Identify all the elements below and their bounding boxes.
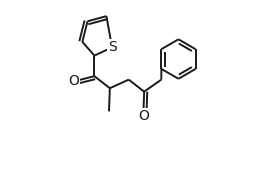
Text: O: O (68, 74, 79, 88)
Text: S: S (108, 40, 116, 54)
Text: O: O (138, 109, 149, 123)
